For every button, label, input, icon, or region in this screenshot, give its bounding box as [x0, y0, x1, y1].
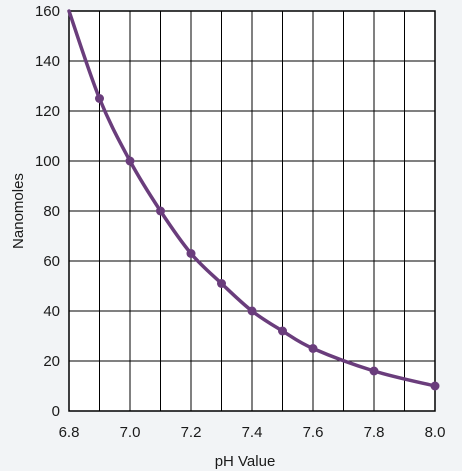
y-tick-label: 20 — [43, 353, 60, 370]
data-point — [125, 156, 135, 166]
y-tick-labels: 0 20 40 60 80 100 120 140 160 — [35, 3, 60, 420]
data-points — [95, 94, 440, 391]
y-tick-label: 0 — [52, 403, 60, 420]
y-axis-label: Nanomoles — [10, 173, 27, 249]
data-point — [95, 94, 104, 103]
x-axis-label: pH Value — [215, 453, 276, 470]
x-tick-labels: 6.8 7.0 7.2 7.4 7.6 7.8 8.0 — [59, 424, 446, 441]
y-tick-label: 100 — [35, 153, 60, 170]
data-point — [217, 279, 226, 288]
data-point — [247, 306, 257, 316]
data-point — [186, 249, 196, 258]
data-point — [308, 344, 318, 353]
y-tick-label: 60 — [43, 253, 60, 270]
data-point — [278, 326, 287, 336]
x-tick-label: 7.0 — [120, 424, 141, 441]
y-tick-label: 40 — [43, 303, 60, 320]
x-tick-label: 7.6 — [303, 424, 324, 441]
y-tick-label: 140 — [35, 53, 60, 70]
y-tick-label: 80 — [43, 203, 60, 220]
data-point — [369, 366, 379, 376]
y-tick-label: 160 — [35, 3, 60, 20]
x-tick-label: 6.8 — [59, 424, 80, 441]
x-tick-label: 7.4 — [242, 424, 263, 441]
data-point — [156, 206, 165, 216]
y-tick-label: 120 — [35, 103, 60, 120]
x-tick-label: 8.0 — [425, 424, 446, 441]
data-point — [430, 381, 440, 391]
x-tick-label: 7.2 — [181, 424, 202, 441]
plot-border — [68, 10, 436, 412]
x-tick-label: 7.8 — [364, 424, 385, 441]
